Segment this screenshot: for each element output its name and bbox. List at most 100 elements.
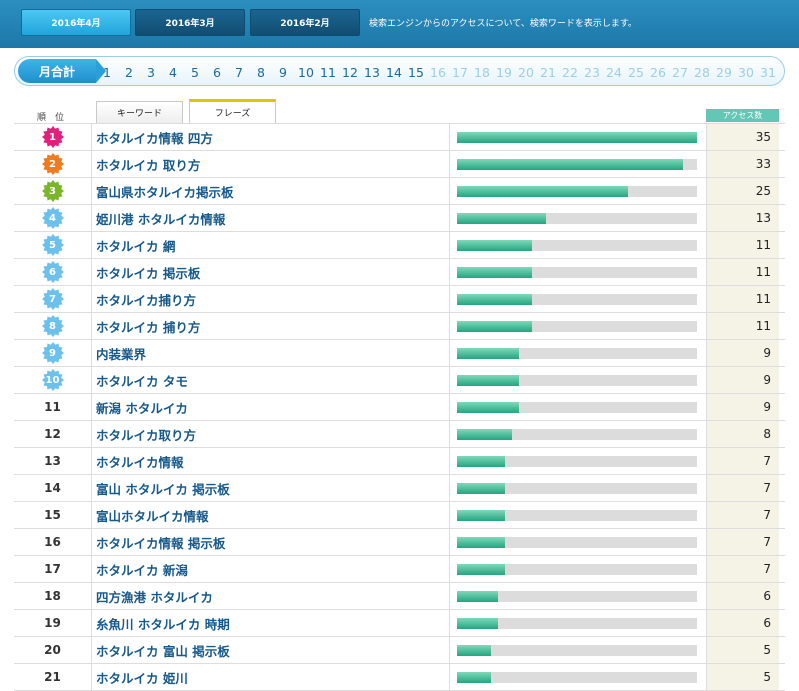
access-bar-fill <box>457 402 519 413</box>
access-bar-track <box>457 213 697 224</box>
day-link-9[interactable]: 9 <box>279 65 287 80</box>
search-phrase-link[interactable]: ホタルイカ捕り方 <box>92 286 450 312</box>
rank-cell: 10 <box>14 367 92 393</box>
rank-cell: 18 <box>14 583 92 609</box>
access-bar-cell <box>451 664 705 690</box>
search-phrase-link[interactable]: 富山県ホタルイカ掲示板 <box>92 178 450 204</box>
day-link-12[interactable]: 12 <box>342 65 358 80</box>
rank-cell: 20 <box>14 637 92 663</box>
search-phrase-link[interactable]: 四方漁港 ホタルイカ <box>92 583 450 609</box>
table-row: 2 ホタルイカ 取り方 33 <box>14 151 785 178</box>
search-phrase-link[interactable]: ホタルイカ情報 四方 <box>92 124 450 150</box>
day-link-28: 28 <box>694 65 710 80</box>
access-bar-fill <box>457 537 505 548</box>
rank-cell: 15 <box>14 502 92 528</box>
access-bar-fill <box>457 294 533 305</box>
table-row: 4 姫川港 ホタルイカ情報 13 <box>14 205 785 232</box>
table-row: 9 内装業界 9 <box>14 340 785 367</box>
search-phrase-link[interactable]: ホタルイカ情報 <box>92 448 450 474</box>
table-row: 15 富山ホタルイカ情報 7 <box>14 502 785 529</box>
rank-cell: 11 <box>14 394 92 420</box>
access-bar-track <box>457 186 697 197</box>
search-phrase-link[interactable]: 内装業界 <box>92 340 450 366</box>
access-bar-cell <box>451 124 705 150</box>
tab-phrase[interactable]: フレーズ <box>189 99 276 123</box>
access-bar-cell <box>451 286 705 312</box>
search-phrase-link[interactable]: ホタルイカ 新潟 <box>92 556 450 582</box>
table-row: 13 ホタルイカ情報 7 <box>14 448 785 475</box>
search-phrase-link[interactable]: 新潟 ホタルイカ <box>92 394 450 420</box>
day-link-22: 22 <box>562 65 578 80</box>
search-phrase-link[interactable]: 姫川港 ホタルイカ情報 <box>92 205 450 231</box>
access-bar-fill <box>457 132 697 143</box>
search-phrase-link[interactable]: ホタルイカ 網 <box>92 232 450 258</box>
day-link-14[interactable]: 14 <box>386 65 402 80</box>
month-tab-prev2[interactable]: 2016年2月 <box>250 9 360 36</box>
day-link-29: 29 <box>716 65 732 80</box>
rank-cell: 16 <box>14 529 92 555</box>
access-count: 7 <box>706 475 779 501</box>
page-description: 検索エンジンからのアクセスについて、検索ワードを表示します。 <box>369 19 637 29</box>
table-row: 3 富山県ホタルイカ掲示板 25 <box>14 178 785 205</box>
rank-number: 15 <box>44 508 61 522</box>
access-bar-cell <box>451 232 705 258</box>
table-row: 6 ホタルイカ 掲示板 11 <box>14 259 785 286</box>
search-phrase-link[interactable]: ホタルイカ 姫川 <box>92 664 450 690</box>
search-phrase-link[interactable]: ホタルイカ 取り方 <box>92 151 450 177</box>
access-count: 7 <box>706 502 779 528</box>
rank-cell: 19 <box>14 610 92 636</box>
rank-number: 17 <box>44 562 61 576</box>
day-link-2[interactable]: 2 <box>125 65 133 80</box>
search-phrase-link[interactable]: ホタルイカ 捕り方 <box>92 313 450 339</box>
access-bar-cell <box>451 502 705 528</box>
day-link-5[interactable]: 5 <box>191 65 199 80</box>
search-phrase-link[interactable]: ホタルイカ取り方 <box>92 421 450 447</box>
search-phrase-link[interactable]: 富山ホタルイカ情報 <box>92 502 450 528</box>
search-phrase-link[interactable]: 富山 ホタルイカ 掲示板 <box>92 475 450 501</box>
day-link-3[interactable]: 3 <box>147 65 155 80</box>
rank-header: 順 位 <box>37 113 65 123</box>
access-bar-track <box>457 456 697 467</box>
day-link-15[interactable]: 15 <box>408 65 424 80</box>
access-bar-cell <box>451 529 705 555</box>
access-count: 11 <box>706 232 779 258</box>
day-link-10[interactable]: 10 <box>298 65 314 80</box>
table-row: 21 ホタルイカ 姫川 5 <box>14 664 785 691</box>
rank-cell: 17 <box>14 556 92 582</box>
search-phrase-link[interactable]: ホタルイカ 富山 掲示板 <box>92 637 450 663</box>
month-tab-prev[interactable]: 2016年3月 <box>135 9 245 36</box>
tab-keyword[interactable]: キーワード <box>96 101 183 123</box>
table-row: 20 ホタルイカ 富山 掲示板 5 <box>14 637 785 664</box>
day-link-7[interactable]: 7 <box>235 65 243 80</box>
day-link-8[interactable]: 8 <box>257 65 265 80</box>
search-phrase-link[interactable]: ホタルイカ タモ <box>92 367 450 393</box>
day-link-24: 24 <box>606 65 622 80</box>
table-row: 16 ホタルイカ情報 掲示板 7 <box>14 529 785 556</box>
month-tab-current[interactable]: 2016年4月 <box>21 9 131 36</box>
rank-number: 3 <box>49 185 56 197</box>
table-row: 7 ホタルイカ捕り方 11 <box>14 286 785 313</box>
access-count-header: アクセス数 <box>706 109 779 122</box>
access-bar-track <box>457 321 697 332</box>
rank-cell: 21 <box>14 664 92 690</box>
search-phrase-link[interactable]: ホタルイカ情報 掲示板 <box>92 529 450 555</box>
rank-cell: 6 <box>14 259 92 285</box>
access-count: 11 <box>706 313 779 339</box>
search-phrase-link[interactable]: 糸魚川 ホタルイカ 時期 <box>92 610 450 636</box>
day-link-18: 18 <box>474 65 490 80</box>
search-phrase-link[interactable]: ホタルイカ 掲示板 <box>92 259 450 285</box>
day-link-11[interactable]: 11 <box>320 65 336 80</box>
access-bar-cell <box>451 421 705 447</box>
day-link-23: 23 <box>584 65 600 80</box>
day-link-13[interactable]: 13 <box>364 65 380 80</box>
day-link-4[interactable]: 4 <box>169 65 177 80</box>
day-link-1[interactable]: 1 <box>103 65 111 80</box>
access-bar-fill <box>457 564 505 575</box>
month-total-button[interactable]: 月合計 <box>18 59 106 83</box>
access-bar-track <box>457 267 697 278</box>
day-link-6[interactable]: 6 <box>213 65 221 80</box>
access-bar-track <box>457 483 697 494</box>
access-count: 25 <box>706 178 779 204</box>
access-bar-fill <box>457 672 492 683</box>
table-row: 10 ホタルイカ タモ 9 <box>14 367 785 394</box>
